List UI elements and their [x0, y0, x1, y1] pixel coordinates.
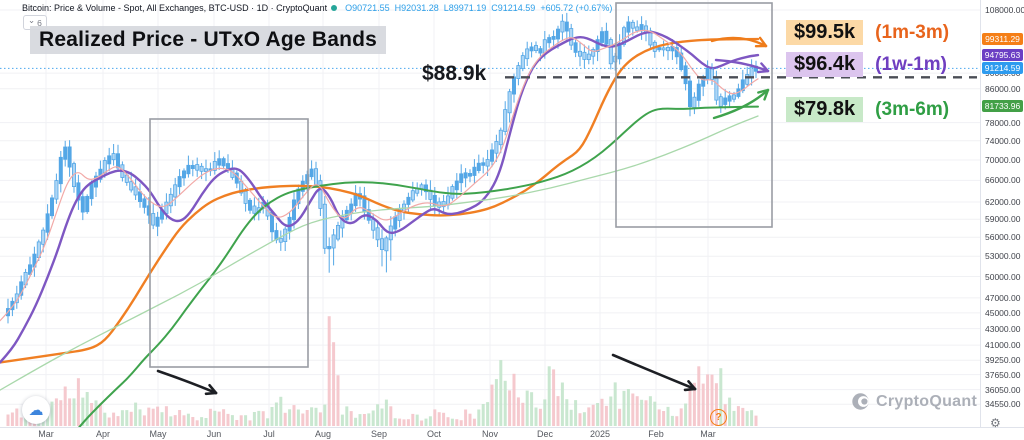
time-axis-label: Aug — [314, 429, 332, 439]
price-tag: 91214.59 — [982, 62, 1023, 75]
price-annotation-row[interactable]: $96.4k (1w-1m) — [786, 52, 947, 77]
time-axis-label: Nov — [481, 429, 499, 439]
ohlc-low: L89971.19 — [443, 3, 487, 13]
time-axis-label: Oct — [426, 429, 442, 439]
annotation-price-chip: $79.8k — [786, 97, 864, 122]
price-tag: 81733.96 — [982, 100, 1023, 113]
price-axis-label: 34550.00 — [985, 399, 1021, 410]
band-arrow-1w-1m — [714, 58, 770, 73]
time-axis-label: Apr — [95, 429, 111, 439]
price-axis-label: 78000.00 — [985, 117, 1021, 128]
time-axis-label: Mar — [38, 429, 54, 439]
symbol-legend[interactable]: Bitcoin: Price & Volume - Spot, All Exch… — [22, 3, 612, 13]
price-tag: 99311.29 — [982, 33, 1023, 45]
annotation-arrows[interactable] — [156, 36, 770, 396]
grid — [0, 0, 980, 426]
data-issue-icon[interactable]: ? — [710, 409, 727, 426]
highlight-box[interactable] — [149, 118, 309, 368]
ohlc-values: O90721.55 H92031.28 L89971.19 C91214.59 … — [345, 3, 612, 13]
price-axis-label: 66000.00 — [985, 175, 1021, 186]
price-axis-label: 108000.00 — [985, 5, 1024, 15]
realized-price-3m-6m — [65, 105, 759, 440]
price-axis-label: 50000.00 — [985, 271, 1021, 282]
price-axis-label: 37650.00 — [985, 369, 1021, 380]
cloud-icon: ☁ — [28, 402, 44, 419]
highlight-box[interactable] — [615, 2, 773, 228]
price-tag: 94795.63 — [982, 49, 1023, 62]
price-axis-label: 39250.00 — [985, 355, 1021, 366]
price-axis-label: 56000.00 — [985, 232, 1021, 243]
symbol-title: Bitcoin: Price & Volume - Spot, All Exch… — [22, 3, 328, 13]
time-axis[interactable]: Mar Apr May Jun Jul Aug Sep Oct Nov Dec 2025 Feb Mar — [0, 427, 1024, 440]
time-axis-label: Jun — [206, 429, 222, 439]
price-axis-label: 47000.00 — [985, 292, 1021, 303]
price-axis-label: 53000.00 — [985, 251, 1021, 262]
band-arrow-3m-6m — [712, 88, 770, 120]
downtrend-arrow-left — [156, 369, 218, 395]
price-axis-label: 36050.00 — [985, 384, 1021, 395]
annotation-band-label: (3m-6m) — [875, 98, 950, 120]
annotation-price-chip: $96.4k — [786, 52, 864, 77]
price-annotation-row[interactable]: $79.8k (3m-6m) — [786, 97, 949, 122]
price-axis[interactable]: 108000.0090000.0086000.0078000.0074000.0… — [980, 0, 1024, 427]
price-axis-label: 74000.00 — [985, 135, 1021, 146]
price-axis-label: 59000.00 — [985, 214, 1021, 225]
annotation-band-label: (1w-1m) — [875, 53, 947, 75]
chevron-down-icon: ⌄ — [28, 15, 36, 25]
ohlc-high: H92031.28 — [394, 3, 439, 13]
realized-price-1w-1m — [0, 30, 760, 364]
band-arrow-1m-3m — [710, 36, 768, 48]
price-annotation-row[interactable]: $99.5k (1m-3m) — [786, 20, 949, 45]
cloud-sync-badge[interactable]: ☁ — [22, 396, 50, 424]
time-axis-label: Sep — [370, 429, 388, 439]
chart-title-annotation[interactable]: Realized Price - UTxO Age Bands — [30, 26, 387, 54]
time-axis-label: Mar — [700, 429, 716, 439]
indicator-count: 6 — [37, 17, 42, 28]
axis-settings-gear-icon[interactable]: ⚙ — [990, 416, 1001, 430]
price-axis-label: 43000.00 — [985, 323, 1021, 334]
annotation-price-chip: $99.5k — [786, 20, 864, 45]
price-axis-label: 41000.00 — [985, 340, 1021, 351]
ohlc-change: +605.72 (+0.67%) — [540, 3, 613, 13]
realized-price-1m-3m — [0, 37, 760, 364]
cryptoquant-watermark: CryptoQuant — [851, 392, 977, 411]
downtrend-arrow-right — [611, 353, 697, 391]
realized-price-1d-1w — [0, 29, 759, 322]
time-axis-label: Jul — [263, 429, 275, 439]
time-axis-label: May — [149, 429, 167, 439]
price-axis-label: 86000.00 — [985, 83, 1021, 94]
annotation-band-label: (1m-3m) — [875, 21, 950, 43]
volume-bars — [6, 316, 758, 426]
status-dot-icon — [331, 5, 338, 11]
price-axis-label: 62000.00 — [985, 197, 1021, 207]
cryptoquant-logo-icon — [852, 393, 869, 410]
time-axis-label: Feb — [648, 429, 664, 439]
ohlc-close: C91214.59 — [491, 3, 536, 13]
price-level-callout[interactable]: $88.9k — [422, 62, 487, 85]
price-axis-label: 70000.00 — [985, 155, 1021, 165]
watermark-text: CryptoQuant — [876, 392, 978, 410]
candlesticks — [6, 12, 759, 324]
time-axis-label: 2025 — [589, 429, 611, 439]
price-axis-label: 45000.00 — [985, 307, 1021, 318]
realized-price-6m-12m — [0, 115, 759, 391]
ohlc-open: O90721.55 — [345, 3, 390, 13]
time-axis-label: Dec — [536, 429, 554, 439]
